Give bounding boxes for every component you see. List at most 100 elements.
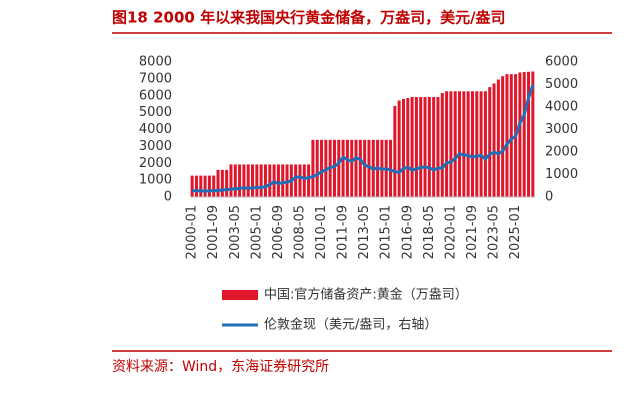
bar: [410, 97, 414, 197]
bar: [337, 139, 341, 197]
bar: [212, 175, 216, 197]
bar: [332, 139, 336, 197]
bar: [466, 91, 470, 197]
bar: [367, 139, 371, 197]
bar: [440, 93, 444, 197]
y-tick-label: 2000: [139, 156, 172, 171]
x-tick-label: 2021-09: [465, 205, 480, 259]
bar: [397, 100, 401, 197]
y-tick-label: 6000: [139, 88, 172, 103]
source: 资料来源：Wind，东海证券研究所: [112, 359, 329, 375]
bar: [229, 164, 233, 197]
x-tick-label: 2005-01: [249, 205, 264, 259]
y2-tick-label: 0: [545, 190, 553, 205]
x-tick-label: 2003-05: [228, 205, 243, 259]
x-tick-label: 2023-05: [487, 205, 502, 259]
bar: [268, 164, 272, 197]
y-tick-label: 0: [164, 190, 172, 205]
bar: [479, 91, 483, 197]
bar: [462, 91, 466, 197]
bar: [488, 87, 492, 197]
x-tick-label: 2025-01: [508, 205, 523, 259]
bar: [238, 164, 242, 197]
y-tick-label: 5000: [139, 105, 172, 120]
y2-tick-label: 6000: [545, 55, 578, 70]
bar: [414, 97, 418, 197]
x-tick-label: 2020-01: [443, 205, 458, 259]
y-tick-label: 3000: [139, 139, 172, 154]
x-tick-label: 2010-01: [314, 205, 329, 259]
bar: [505, 74, 509, 197]
bar: [315, 139, 319, 197]
bar: [492, 83, 496, 197]
y-tick-label: 7000: [139, 71, 172, 86]
bar: [259, 164, 263, 197]
chart-title: 图18 2000 年以来我国央行黄金储备，万盎司，美元/盎司: [112, 9, 506, 27]
bar: [199, 175, 203, 197]
bar: [453, 91, 457, 197]
legend-swatch: [222, 290, 258, 300]
bar: [393, 105, 397, 197]
x-tick-label: 2013-05: [357, 205, 372, 259]
bar: [358, 139, 362, 197]
bar: [483, 91, 487, 197]
bar: [341, 139, 345, 197]
bar: [401, 98, 405, 197]
bar: [496, 79, 500, 197]
bar: [345, 139, 349, 197]
bar: [363, 139, 367, 197]
bar: [389, 139, 393, 197]
bar: [501, 76, 505, 197]
bar: [423, 97, 427, 197]
bar: [531, 71, 535, 197]
bar: [419, 97, 423, 197]
bar: [233, 164, 237, 197]
x-tick-label: 2011-09: [336, 205, 351, 259]
bar: [475, 91, 479, 197]
bar: [281, 164, 285, 197]
bar: [242, 164, 246, 197]
bar: [518, 72, 522, 197]
bar: [276, 164, 280, 197]
y-tick-label: 8000: [139, 55, 172, 70]
bar: [255, 164, 259, 197]
bar: [311, 139, 315, 197]
legend-label: 伦敦金现（美元/盎司，右轴）: [264, 317, 437, 333]
y2-tick-label: 1000: [545, 167, 578, 182]
bar: [307, 164, 311, 197]
bar: [216, 169, 220, 197]
bar: [298, 164, 302, 197]
y2-tick-label: 4000: [545, 100, 578, 115]
x-tick-label: 2015-01: [379, 205, 394, 259]
bar: [522, 72, 526, 197]
y2-tick-label: 5000: [545, 77, 578, 92]
y2-tick-label: 3000: [545, 122, 578, 137]
y2-tick-label: 2000: [545, 145, 578, 160]
bar: [246, 164, 250, 197]
legend-label: 中国:官方储备资产:黄金（万盎司）: [264, 287, 468, 303]
x-tick-label: 2008-05: [292, 205, 307, 259]
bar: [302, 164, 306, 197]
y-tick-label: 4000: [139, 122, 172, 137]
y-tick-label: 1000: [139, 173, 172, 188]
bar: [203, 175, 207, 197]
bar: [527, 71, 531, 197]
bar: [449, 91, 453, 197]
bar: [320, 139, 324, 197]
bar: [225, 169, 229, 197]
line: [192, 84, 535, 193]
x-tick-label: 2001-09: [206, 205, 221, 259]
bar: [509, 74, 513, 197]
bar: [220, 169, 224, 197]
bar: [194, 175, 198, 197]
bar: [294, 164, 298, 197]
bar: [207, 175, 211, 197]
x-tick-label: 2018-05: [422, 205, 437, 259]
x-tick-label: 2016-09: [400, 205, 415, 259]
x-tick-label: 2000-01: [185, 205, 200, 259]
bar: [350, 139, 354, 197]
bar: [427, 97, 431, 197]
bar: [406, 98, 410, 197]
bar: [263, 164, 267, 197]
